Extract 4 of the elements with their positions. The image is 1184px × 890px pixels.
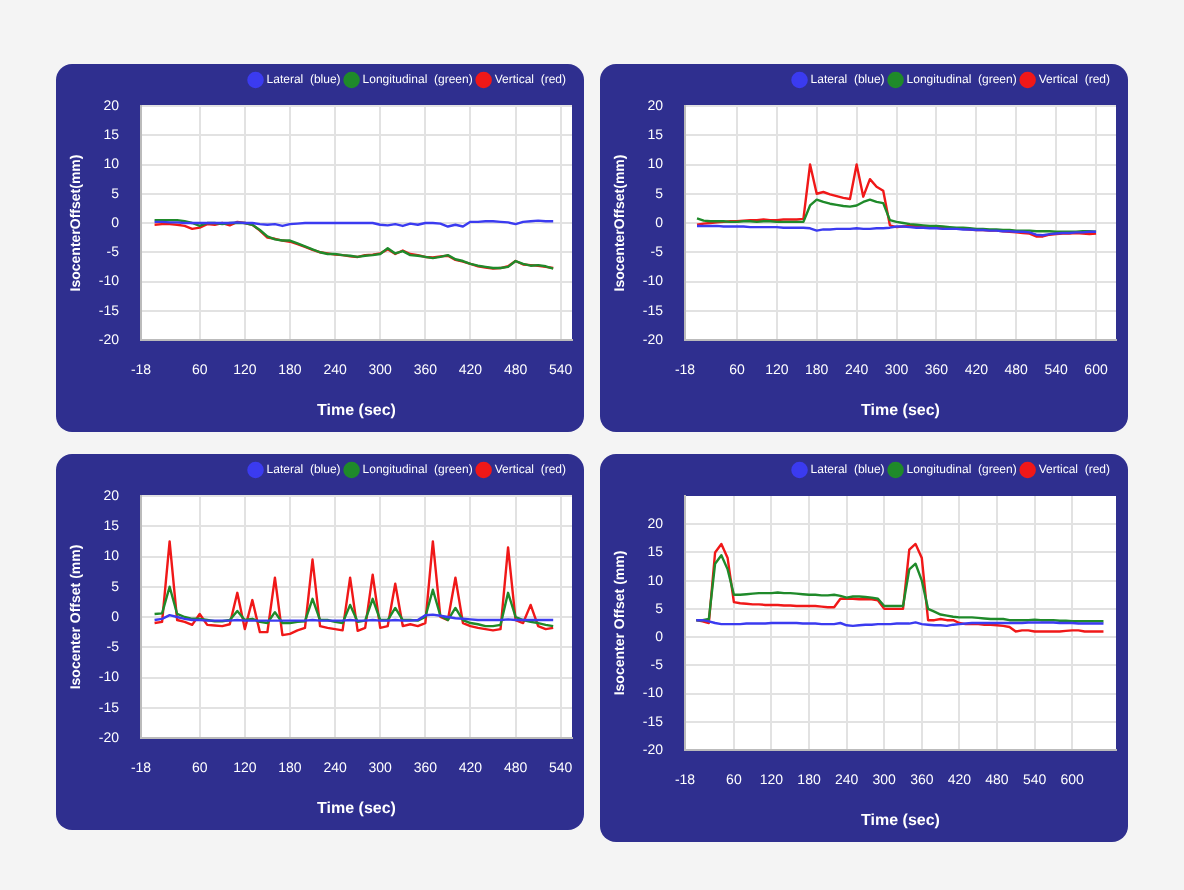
x-axis-title: Time (sec) bbox=[861, 810, 941, 829]
x-axis-title: Time (sec) bbox=[317, 400, 397, 419]
x-axis-title: Time (sec) bbox=[861, 400, 941, 419]
x-axis-title: Time (sec) bbox=[317, 798, 397, 817]
